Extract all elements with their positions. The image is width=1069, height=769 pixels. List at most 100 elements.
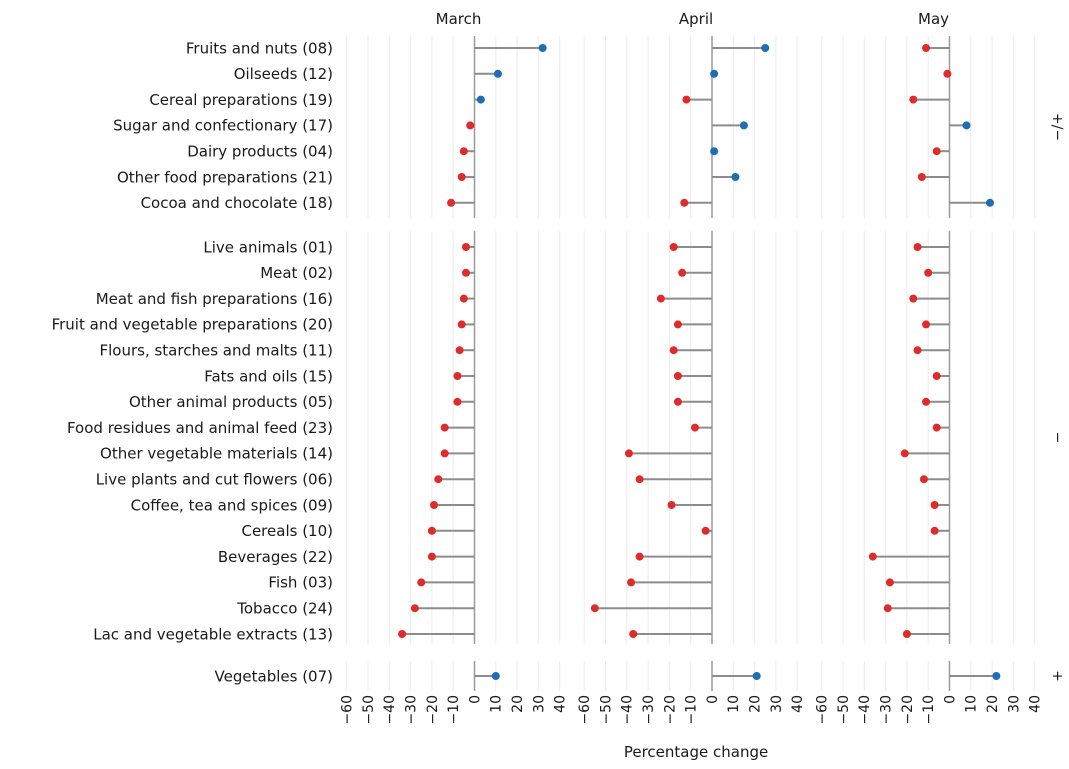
data-point bbox=[635, 552, 644, 561]
group-label: + bbox=[1050, 670, 1066, 682]
data-point bbox=[453, 372, 462, 380]
data-point bbox=[461, 243, 470, 251]
x-tick-label: 0 bbox=[942, 695, 958, 704]
category-label-sugar-and-confectionary-17: Sugar and confectionary (17) bbox=[113, 117, 333, 135]
data-point bbox=[440, 423, 449, 432]
data-point bbox=[427, 552, 436, 561]
panel-title-march: March bbox=[436, 10, 482, 28]
x-tick-label: 0 bbox=[705, 695, 721, 704]
x-tick-label: −10 bbox=[446, 695, 462, 725]
data-point bbox=[669, 243, 678, 251]
data-point bbox=[909, 294, 918, 303]
data-point bbox=[932, 147, 941, 156]
category-label-vegetables-07: Vegetables (07) bbox=[215, 667, 333, 685]
x-tick-label: −10 bbox=[921, 695, 937, 725]
data-point bbox=[924, 268, 933, 277]
x-tick-label: 10 bbox=[726, 695, 742, 713]
data-point bbox=[917, 173, 926, 181]
category-label-fats-and-oils-15: Fats and oils (15) bbox=[204, 367, 333, 385]
data-point bbox=[930, 526, 939, 535]
category-label-cocoa-and-chocolate-18: Cocoa and chocolate (18) bbox=[141, 194, 333, 212]
data-point bbox=[913, 346, 922, 355]
data-point bbox=[962, 121, 971, 130]
data-point bbox=[673, 372, 682, 380]
category-label-cereal-preparations-19: Cereal preparations (19) bbox=[149, 91, 333, 109]
data-point bbox=[538, 44, 547, 52]
data-point bbox=[673, 397, 682, 406]
data-point bbox=[680, 198, 689, 207]
data-point bbox=[669, 346, 678, 355]
data-point bbox=[459, 147, 468, 156]
data-point bbox=[930, 501, 939, 509]
data-point bbox=[690, 423, 699, 432]
x-tick-label: 30 bbox=[1006, 695, 1022, 713]
data-point bbox=[710, 69, 719, 78]
data-point bbox=[491, 672, 500, 680]
category-label-beverages-22: Beverages (22) bbox=[218, 548, 333, 566]
data-point bbox=[434, 475, 443, 484]
x-tick-label: −50 bbox=[361, 695, 377, 725]
data-point bbox=[710, 147, 719, 156]
x-tick-label: −30 bbox=[641, 695, 657, 725]
panel-title-may: May bbox=[918, 10, 949, 28]
data-point bbox=[900, 449, 909, 458]
x-tick-label: −30 bbox=[404, 695, 420, 725]
category-label-meat-02: Meat (02) bbox=[260, 264, 333, 282]
category-label-tobacco-24: Tobacco (24) bbox=[236, 599, 333, 617]
data-point bbox=[739, 121, 748, 130]
x-axis-label: Percentage change bbox=[624, 743, 768, 761]
x-tick-label: 30 bbox=[531, 695, 547, 713]
data-point bbox=[427, 526, 436, 535]
x-tick-label: 40 bbox=[553, 695, 569, 713]
data-point bbox=[455, 346, 464, 355]
data-point bbox=[885, 578, 894, 587]
data-point bbox=[398, 630, 407, 638]
data-point bbox=[590, 604, 599, 613]
data-point bbox=[922, 320, 931, 329]
data-point bbox=[629, 630, 638, 638]
data-point bbox=[635, 475, 644, 484]
data-point bbox=[493, 69, 502, 78]
x-tick-label: −30 bbox=[879, 695, 895, 725]
data-point bbox=[461, 268, 470, 277]
category-label-meat-and-fish-preparations-16: Meat and fish preparations (16) bbox=[96, 290, 333, 308]
data-point bbox=[932, 423, 941, 432]
group-label: −/+ bbox=[1050, 113, 1066, 141]
x-tick-label: −20 bbox=[662, 695, 678, 725]
data-point bbox=[932, 372, 941, 380]
category-label-cereals-10: Cereals (10) bbox=[241, 522, 333, 540]
x-tick-label: 20 bbox=[510, 695, 526, 713]
data-point bbox=[752, 672, 761, 680]
x-tick-label: −60 bbox=[815, 695, 831, 725]
data-point bbox=[909, 95, 918, 104]
x-tick-label: −60 bbox=[577, 695, 593, 725]
data-point bbox=[943, 69, 952, 78]
category-label-dairy-products-04: Dairy products (04) bbox=[187, 142, 333, 160]
x-tick-label: 40 bbox=[1028, 695, 1044, 713]
data-point bbox=[656, 294, 665, 303]
data-point bbox=[883, 604, 892, 613]
data-point bbox=[459, 294, 468, 303]
category-label-other-vegetable-materials-14: Other vegetable materials (14) bbox=[100, 445, 333, 463]
x-tick-label: −40 bbox=[620, 695, 636, 725]
data-point bbox=[627, 578, 636, 587]
data-point bbox=[457, 320, 466, 329]
category-label-lac-and-vegetable-extracts-13: Lac and vegetable extracts (13) bbox=[93, 625, 333, 643]
category-label-other-food-preparations-21: Other food preparations (21) bbox=[117, 168, 333, 186]
x-tick-label: −40 bbox=[857, 695, 873, 725]
category-label-live-animals-01: Live animals (01) bbox=[203, 238, 333, 256]
category-label-oilseeds-12: Oilseeds (12) bbox=[234, 65, 333, 83]
data-point bbox=[440, 449, 449, 458]
category-label-fruit-and-vegetable-preparations-20: Fruit and vegetable preparations (20) bbox=[52, 316, 333, 334]
x-tick-label: 20 bbox=[748, 695, 764, 713]
data-point bbox=[453, 397, 462, 406]
data-point bbox=[913, 243, 922, 251]
x-tick-label: 10 bbox=[964, 695, 980, 713]
x-tick-label: −50 bbox=[598, 695, 614, 725]
x-tick-label: −40 bbox=[382, 695, 398, 725]
category-label-fruits-and-nuts-08: Fruits and nuts (08) bbox=[186, 39, 333, 57]
data-point bbox=[701, 526, 710, 535]
data-point bbox=[731, 173, 740, 181]
category-label-flours-starches-and-malts-11: Flours, starches and malts (11) bbox=[99, 341, 333, 359]
category-label-coffee-tea-and-spices-09: Coffee, tea and spices (09) bbox=[131, 496, 333, 514]
